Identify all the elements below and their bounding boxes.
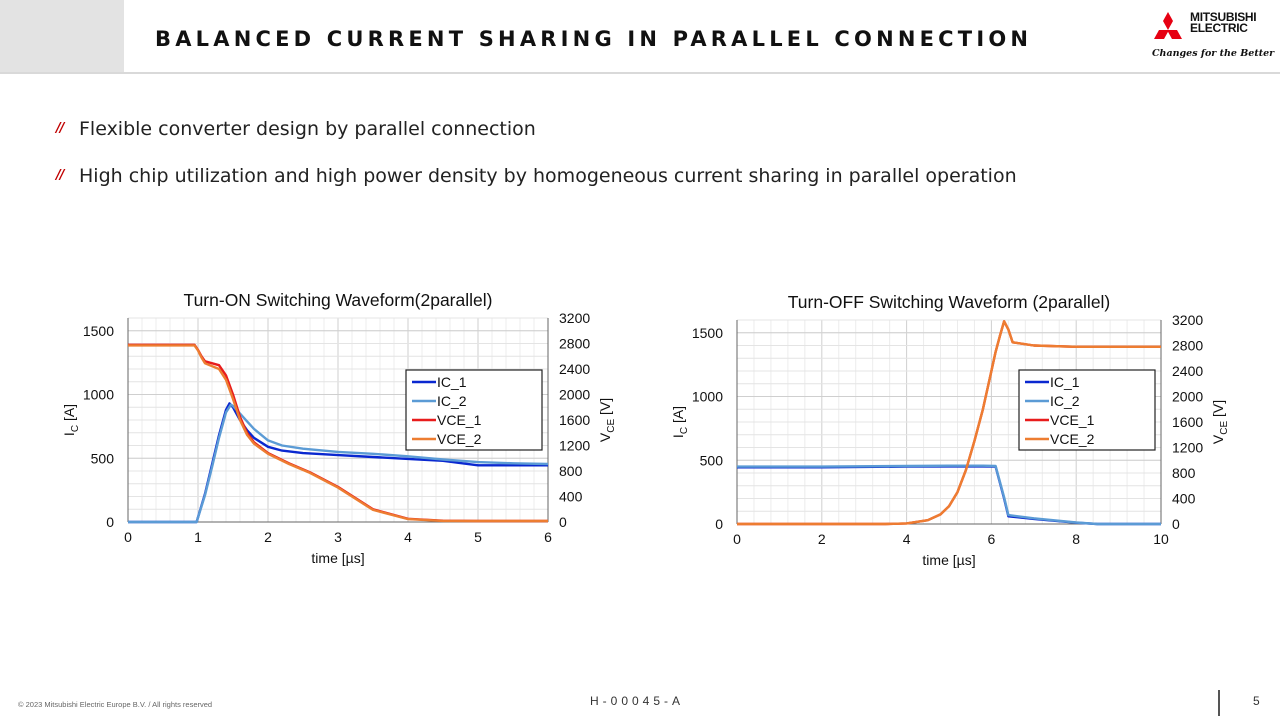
chart-title: Turn-ON Switching Waveform(2parallel) — [184, 290, 493, 310]
logo-tagline: Changes for the Better — [1152, 48, 1275, 59]
three-diamonds-icon — [1154, 12, 1182, 39]
logo-line-2: ELECTRIC — [1190, 21, 1248, 35]
legend-label: VCE_1 — [437, 412, 482, 428]
x-axis-label: time [µs] — [922, 552, 975, 568]
y2-tick-label: 0 — [1172, 516, 1180, 532]
x-tick-label: 6 — [544, 529, 552, 545]
legend-label: VCE_2 — [1050, 431, 1095, 447]
x-tick-label: 5 — [474, 529, 482, 545]
footer-separator — [1218, 690, 1220, 716]
legend-label: IC_2 — [1050, 393, 1080, 409]
logo-line-1: MITSUBISHI — [1190, 10, 1257, 24]
y2-tick-label: 2800 — [559, 336, 590, 352]
x-axis-label: time [µs] — [311, 550, 364, 566]
y-tick-label: 500 — [91, 450, 115, 466]
footer-copyright: © 2023 Mitsubishi Electric Europe B.V. /… — [18, 700, 213, 709]
y2-tick-label: 2000 — [559, 387, 590, 403]
legend-label: VCE_1 — [1050, 412, 1095, 428]
legend-label: VCE_2 — [437, 431, 482, 447]
y2-tick-label: 1600 — [1172, 414, 1203, 430]
x-tick-label: 4 — [903, 531, 911, 547]
y2-axis-label-sub: CE — [1219, 421, 1230, 435]
bullet-text: High chip utilization and high power den… — [79, 165, 1017, 187]
y2-tick-label: 1600 — [559, 412, 590, 428]
y-tick-label: 1000 — [692, 389, 723, 405]
y2-tick-label: 2000 — [1172, 389, 1203, 405]
x-tick-label: 6 — [988, 531, 996, 547]
y2-tick-label: 400 — [1172, 491, 1196, 507]
y-tick-label: 500 — [700, 452, 724, 468]
x-tick-label: 2 — [818, 531, 826, 547]
y-axis-label: IC [A] — [670, 406, 690, 438]
y2-tick-label: 1200 — [1172, 440, 1203, 456]
y-tick-label: 1000 — [83, 387, 114, 403]
footer-document-code: H-00045-A — [590, 694, 685, 708]
header-accent — [0, 0, 124, 72]
y2-tick-label: 0 — [559, 514, 567, 530]
legend-box — [405, 369, 543, 451]
x-tick-label: 0 — [733, 531, 741, 547]
y2-axis-label: VCE [V] — [597, 398, 617, 442]
bullet-mark: // — [56, 168, 64, 183]
y2-axis-label-unit: [V] — [597, 398, 613, 419]
x-tick-label: 1 — [194, 529, 202, 545]
legend-label: IC_2 — [437, 393, 467, 409]
y-axis-label-unit: [A] — [61, 404, 77, 425]
series-line-vce_2 — [128, 344, 548, 523]
x-tick-label: 2 — [264, 529, 272, 545]
bullet-text: Flexible converter design by parallel co… — [79, 118, 536, 140]
logo-wordmark: MITSUBISHI ELECTRIC — [1190, 10, 1257, 35]
y-axis-label-main: I — [61, 432, 77, 436]
y2-tick-label: 2800 — [1172, 338, 1203, 354]
company-logo: MITSUBISHI ELECTRIC Changes for the Bett… — [1148, 10, 1275, 62]
legend-label: IC_1 — [1050, 374, 1080, 390]
y-tick-label: 0 — [106, 514, 114, 530]
series-line-ic_2 — [737, 464, 1161, 526]
header-bar — [0, 0, 1280, 74]
y-axis-label-sub: C — [679, 427, 690, 434]
y2-tick-label: 3200 — [1172, 312, 1203, 328]
y2-axis-label-sub: CE — [606, 419, 617, 433]
y2-tick-label: 3200 — [559, 310, 590, 326]
bullet-mark: // — [56, 121, 64, 136]
y2-axis-label-main: V — [597, 432, 613, 442]
x-tick-label: 3 — [334, 529, 342, 545]
y-axis-label-main: I — [670, 434, 686, 438]
x-tick-label: 10 — [1153, 531, 1169, 547]
chart-title: Turn-OFF Switching Waveform (2parallel) — [788, 292, 1111, 312]
y2-tick-label: 2400 — [1172, 363, 1203, 379]
legend-box — [1018, 369, 1156, 451]
y2-tick-label: 1200 — [559, 438, 590, 454]
footer-page-number: 5 — [1253, 694, 1260, 708]
y2-axis-label-unit: [V] — [1210, 400, 1226, 421]
y-axis-label-unit: [A] — [670, 406, 686, 427]
y2-axis-label: VCE [V] — [1210, 400, 1230, 444]
y-axis-label-sub: C — [70, 425, 81, 432]
legend-label: IC_1 — [437, 374, 467, 390]
page-title: BALANCED CURRENT SHARING IN PARALLEL CON… — [155, 27, 1033, 51]
y2-tick-label: 800 — [559, 463, 583, 479]
series-line-ic_2 — [128, 403, 549, 524]
x-tick-label: 0 — [124, 529, 132, 545]
y2-tick-label: 2400 — [559, 361, 590, 377]
y2-axis-label-main: V — [1210, 434, 1226, 444]
y-tick-label: 1500 — [692, 325, 723, 341]
x-tick-label: 4 — [404, 529, 412, 545]
y-tick-label: 1500 — [83, 323, 114, 339]
y-tick-label: 0 — [715, 516, 723, 532]
series-line-vce_2 — [737, 320, 1161, 526]
turn-off-chart: 0 2 4 6 8 10050010001500040080012001600200024… — [670, 292, 1230, 568]
y2-tick-label: 800 — [1172, 465, 1196, 481]
y2-tick-label: 400 — [559, 489, 583, 505]
x-tick-label: 8 — [1072, 531, 1080, 547]
y-axis-label: IC [A] — [61, 404, 81, 436]
turn-on-chart: 0 1 2 3 4 5 6050010001500040080012001600200024… — [61, 290, 617, 566]
